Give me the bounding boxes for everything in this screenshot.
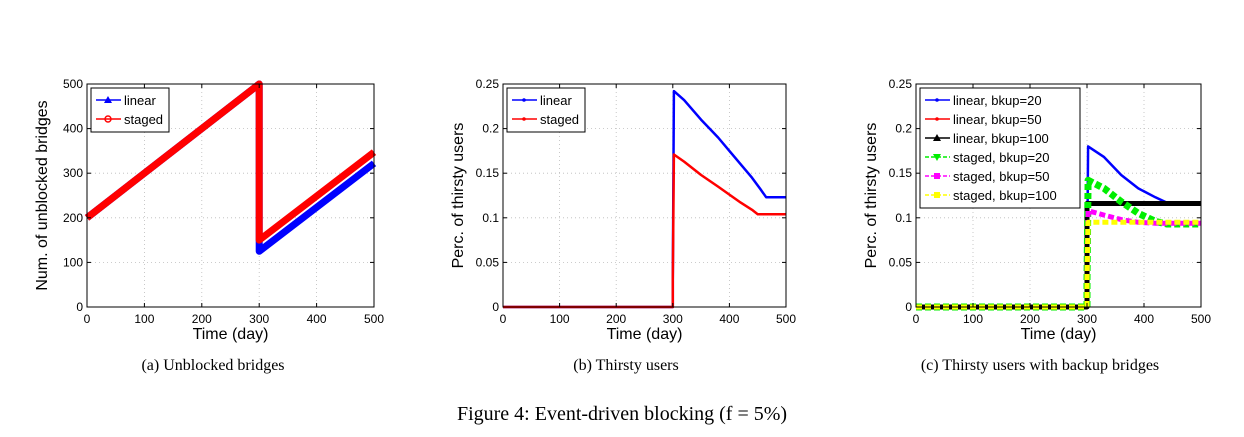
subfigure-caption: (c) Thirsty users with backup bridges (921, 357, 1159, 374)
chart-1: 0 100 200 300 400 500 0 100 200 300 400 500 Time (da… (34, 77, 384, 374)
y-tick-label: 0 (76, 300, 83, 314)
x-tick-label: 300 (1077, 312, 1097, 326)
x-axis-label: Time (day) (193, 326, 269, 343)
x-tick-label: 100 (134, 312, 154, 326)
y-tick-label: 0.25 (889, 77, 913, 91)
y-tick-label: 300 (63, 166, 83, 180)
y-axis-label: Num. of unblocked bridges (34, 100, 51, 290)
chart-2: 0 100 200 300 400 500 0 0.05 0.1 0.15 0.2 0.25 Time … (450, 77, 796, 374)
y-tick-label: 0 (492, 300, 499, 314)
legend-marker (934, 192, 940, 198)
legend-label: staged (540, 112, 579, 127)
series-line-2 (84, 80, 377, 244)
y-tick-label: 0.1 (895, 211, 912, 225)
legend-marker (934, 173, 940, 179)
x-tick-label: 500 (1191, 312, 1211, 326)
y-tick-label: 0.15 (476, 166, 500, 180)
legend-label: linear, bkup=50 (953, 112, 1042, 127)
legend-marker (935, 117, 939, 121)
axes-frame (502, 83, 787, 308)
y-tick-label: 0.05 (476, 255, 500, 269)
x-tick-label: 100 (550, 312, 570, 326)
x-tick-label: 500 (364, 312, 384, 326)
charts-group: 0 100 200 300 400 500 0 100 200 300 400 500 Time (da… (34, 77, 1211, 374)
x-tick-label: 400 (719, 312, 739, 326)
legend-label: linear (124, 93, 156, 108)
legend-label: linear (540, 93, 572, 108)
x-tick-label: 0 (500, 312, 507, 326)
subfigure-caption: (b) Thirsty users (573, 357, 678, 374)
chart-3: 0 100 200 300 400 500 0 0.05 0.1 0.15 0.2 0.25 Time … (863, 77, 1211, 374)
x-tick-label: 0 (913, 312, 920, 326)
y-tick-label: 0 (905, 300, 912, 314)
legend-marker (522, 117, 526, 121)
legend-marker (522, 98, 526, 102)
x-tick-label: 200 (1020, 312, 1040, 326)
y-tick-label: 100 (63, 255, 83, 269)
legend-marker (104, 115, 112, 123)
legend-label: linear, bkup=20 (953, 93, 1042, 108)
x-tick-label: 100 (963, 312, 983, 326)
figure-caption: Figure 4: Event-driven blocking (f = 5%) (457, 403, 787, 425)
y-axis-label: Perc. of thirsty users (450, 123, 467, 269)
x-tick-label: 300 (663, 312, 683, 326)
legend-marker (935, 98, 939, 102)
x-tick-label: 0 (84, 312, 91, 326)
data-point (256, 140, 262, 146)
legend-label: staged (124, 112, 163, 127)
legend-marker (933, 134, 941, 141)
legend: linear staged (506, 87, 586, 133)
y-tick-label: 0.15 (889, 166, 913, 180)
x-tick-label: 300 (249, 312, 269, 326)
y-tick-label: 200 (63, 211, 83, 225)
legend-label: staged, bkup=100 (953, 188, 1057, 203)
y-tick-label: 0.05 (889, 255, 913, 269)
y-tick-label: 0.1 (482, 211, 499, 225)
x-tick-label: 400 (1134, 312, 1154, 326)
y-tick-label: 0.2 (482, 122, 499, 136)
y-tick-label: 500 (63, 77, 83, 91)
legend-marker (104, 96, 112, 103)
x-tick-label: 400 (307, 312, 327, 326)
x-tick-label: 200 (192, 312, 212, 326)
subfigure-caption: (a) Unblocked bridges (141, 357, 284, 374)
y-tick-label: 0.25 (476, 77, 500, 91)
x-axis-label: Time (day) (1021, 326, 1097, 343)
x-tick-label: 200 (606, 312, 626, 326)
legend-marker (933, 154, 941, 161)
legend: linear staged (90, 87, 170, 133)
series-line-2 (503, 153, 786, 309)
legend-box (90, 87, 170, 133)
legend-label: staged, bkup=50 (953, 169, 1050, 184)
legend-label: staged, bkup=20 (953, 150, 1050, 165)
x-tick-label: 500 (776, 312, 796, 326)
x-axis-label: Time (day) (607, 326, 683, 343)
legend-box (919, 87, 1081, 209)
axes-frame (915, 83, 1202, 308)
legend: linear, bkup=20 linear, bkup=50 linear, bk… (919, 87, 1081, 209)
legend-label: linear, bkup=100 (953, 131, 1049, 146)
y-axis-label: Perc. of thirsty users (863, 123, 880, 269)
y-tick-label: 0.2 (895, 122, 912, 136)
legend-box (506, 87, 586, 133)
axes-frame (86, 83, 375, 308)
y-tick-label: 400 (63, 122, 83, 136)
